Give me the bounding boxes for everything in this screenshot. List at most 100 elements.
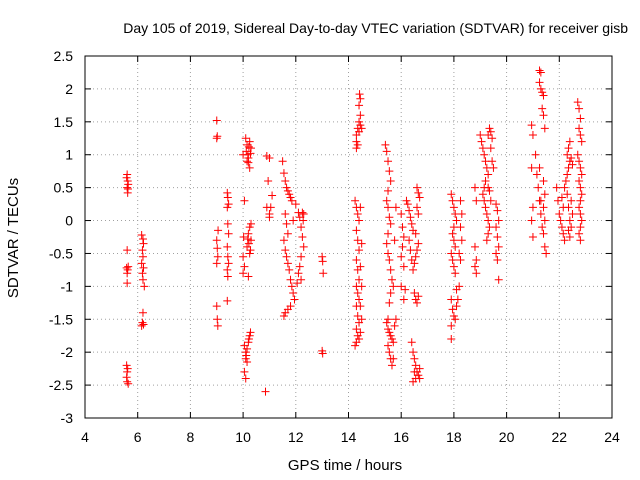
data-point (357, 239, 366, 248)
data-point (243, 344, 252, 353)
data-point (355, 216, 364, 225)
data-point (283, 229, 292, 238)
data-point (282, 183, 291, 192)
data-point (382, 196, 391, 205)
data-point (289, 288, 298, 297)
data-point (385, 256, 394, 265)
data-point (480, 150, 489, 159)
data-point (576, 196, 585, 205)
data-point (451, 315, 460, 324)
y-tick-label: -0.5 (49, 245, 73, 261)
data-point (447, 190, 456, 199)
data-point (318, 252, 327, 261)
data-point (384, 249, 393, 258)
data-point (244, 239, 253, 248)
data-point (576, 163, 585, 172)
data-point (405, 236, 414, 245)
data-point (212, 134, 221, 143)
y-tick-label: -3 (61, 410, 74, 426)
data-point (539, 111, 548, 120)
x-tick-label: 24 (604, 429, 620, 445)
data-point (299, 209, 308, 218)
data-point (386, 288, 395, 297)
data-point (247, 236, 256, 245)
data-point (223, 296, 232, 305)
data-point (484, 170, 493, 179)
data-point (411, 361, 420, 370)
data-point (564, 144, 573, 153)
data-point (535, 163, 544, 172)
data-point (539, 177, 548, 186)
data-point (414, 239, 423, 248)
data-point (539, 91, 548, 100)
data-point (575, 124, 584, 133)
data-point (540, 242, 549, 251)
data-point (224, 259, 233, 268)
data-point (139, 263, 148, 272)
data-point (452, 302, 461, 311)
data-point (536, 68, 545, 77)
data-point (389, 282, 398, 291)
data-point (575, 157, 584, 166)
data-point (384, 341, 393, 350)
data-point (387, 275, 396, 284)
data-point (472, 256, 481, 265)
data-point (224, 229, 233, 238)
data-point (240, 367, 249, 376)
data-point (245, 249, 254, 258)
data-point (413, 203, 422, 212)
data-point (286, 193, 295, 202)
data-point (535, 66, 544, 75)
data-point (410, 259, 419, 268)
data-point (224, 200, 233, 209)
data-point (567, 154, 576, 163)
data-point (352, 325, 361, 334)
data-point (527, 163, 536, 172)
data-point (223, 188, 232, 197)
data-point (576, 223, 585, 232)
data-point (139, 239, 148, 248)
data-point (402, 196, 411, 205)
data-point (297, 252, 306, 261)
data-point (123, 184, 132, 193)
data-point (564, 203, 573, 212)
data-point (494, 216, 503, 225)
data-point (357, 315, 366, 324)
data-point (282, 219, 291, 228)
data-point (356, 203, 365, 212)
data-point (295, 262, 304, 271)
data-point (575, 104, 584, 113)
data-point (239, 269, 248, 278)
data-point (484, 216, 493, 225)
data-point (247, 144, 256, 153)
data-point (556, 216, 565, 225)
data-point (295, 213, 304, 222)
data-point (384, 157, 393, 166)
data-point (414, 292, 423, 301)
data-point (565, 216, 574, 225)
data-point (576, 114, 585, 123)
data-point (278, 157, 287, 166)
data-point (245, 223, 254, 232)
data-point (212, 236, 221, 245)
data-point (482, 236, 491, 245)
data-point (576, 130, 585, 139)
data-point (457, 236, 466, 245)
data-point (285, 190, 294, 199)
data-point (455, 282, 464, 291)
data-point (489, 163, 498, 172)
data-point (123, 177, 132, 186)
data-point (478, 190, 487, 199)
data-point (411, 374, 420, 383)
data-point (212, 302, 221, 311)
data-point (283, 259, 292, 268)
data-point (560, 183, 569, 192)
data-point (212, 116, 221, 125)
data-point (213, 315, 222, 324)
data-point (384, 315, 393, 324)
data-point (245, 137, 254, 146)
data-point (137, 259, 146, 268)
data-point (389, 354, 398, 363)
data-points (122, 66, 586, 396)
data-point (456, 223, 465, 232)
